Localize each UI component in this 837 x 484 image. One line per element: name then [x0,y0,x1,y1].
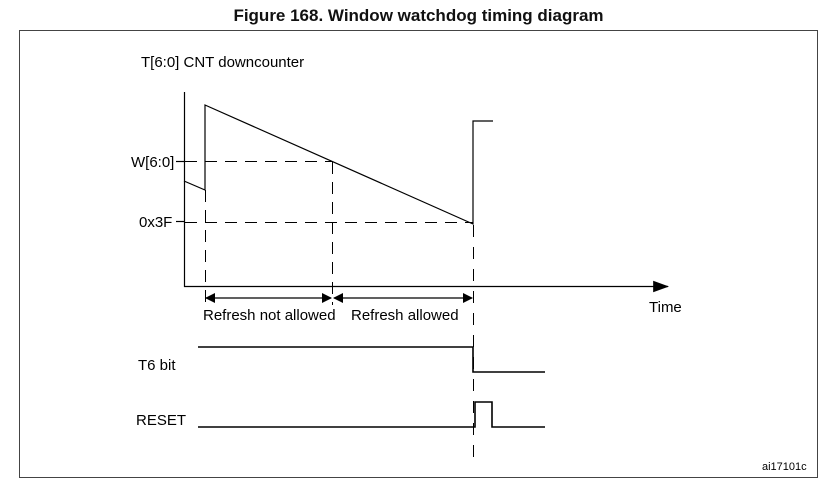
counter-waveform [183,104,493,225]
threshold-label: 0x3F [139,214,172,231]
window-label: W[6:0] [131,154,174,171]
t6-bit-waveform [198,346,545,373]
reset-waveform [198,401,545,428]
counter-label: T[6:0] CNT downcounter [141,54,304,71]
figure-id: ai17101c [762,461,807,473]
reset-label: RESET [136,412,186,429]
refresh-allowed-label: Refresh allowed [351,307,459,324]
figure-frame [19,30,818,478]
time-axis-label: Time [649,299,682,316]
figure-title: Figure 168. Window watchdog timing diagr… [233,6,604,25]
refresh-not-allowed-label: Refresh not allowed [203,307,336,324]
t6-bit-label: T6 bit [138,357,176,374]
